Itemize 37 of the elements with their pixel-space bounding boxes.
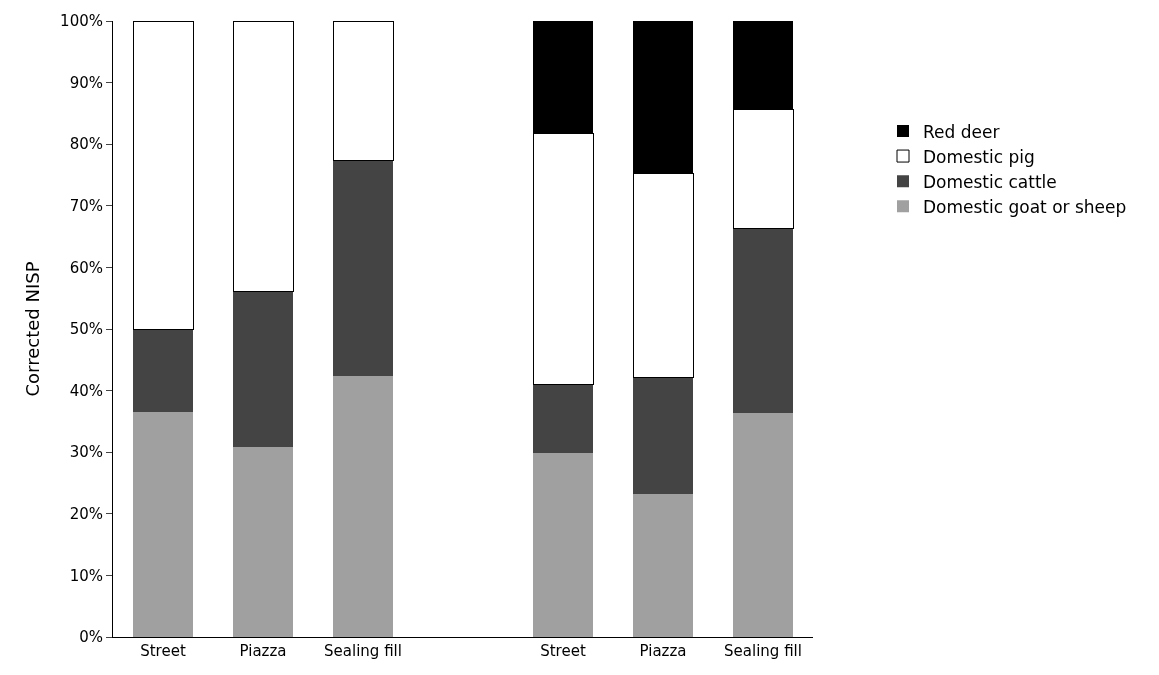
y-tick-label: 0%	[79, 628, 103, 647]
x-tick-label: Sealing fill	[324, 642, 402, 660]
y-tick-label: 60%	[69, 258, 103, 277]
bar	[232, 21, 294, 292]
y-tick-label: 100%	[60, 12, 103, 31]
bar	[133, 411, 193, 637]
y-tick-label: 50%	[69, 320, 103, 339]
legend-label: Red deer	[923, 121, 1000, 142]
y-tick-label: 80%	[69, 135, 103, 154]
bar	[333, 376, 393, 637]
legend-label: Domestic pig	[923, 146, 1035, 167]
x-tick-label: Piazza	[639, 642, 687, 660]
bar	[633, 494, 693, 637]
legend-label: Domestic goat or sheep	[923, 196, 1127, 217]
x-tick-label: Piazza	[239, 642, 287, 660]
bar	[132, 21, 194, 330]
bar	[733, 228, 793, 414]
legend-label: Domestic cattle	[923, 171, 1057, 192]
y-tick-label: 30%	[69, 443, 103, 462]
y-tick-label: 40%	[69, 381, 103, 400]
x-tick-label: Street	[140, 642, 186, 660]
bar	[233, 447, 293, 637]
bar	[333, 160, 393, 377]
y-tick-label: 20%	[69, 505, 103, 524]
bar	[733, 413, 793, 637]
bar	[233, 291, 293, 448]
y-tick-label: 90%	[69, 73, 103, 92]
y-tick-label: 10%	[69, 566, 103, 585]
bar	[633, 377, 693, 495]
x-tick-label: Street	[540, 642, 586, 660]
bar	[332, 21, 394, 161]
x-tick-label: Sealing fill	[724, 642, 802, 660]
bar	[533, 453, 593, 637]
y-axis-title: Corrected NISP	[22, 261, 44, 397]
y-tick-label: 70%	[69, 197, 103, 216]
bar	[533, 384, 593, 454]
bar	[133, 329, 193, 412]
